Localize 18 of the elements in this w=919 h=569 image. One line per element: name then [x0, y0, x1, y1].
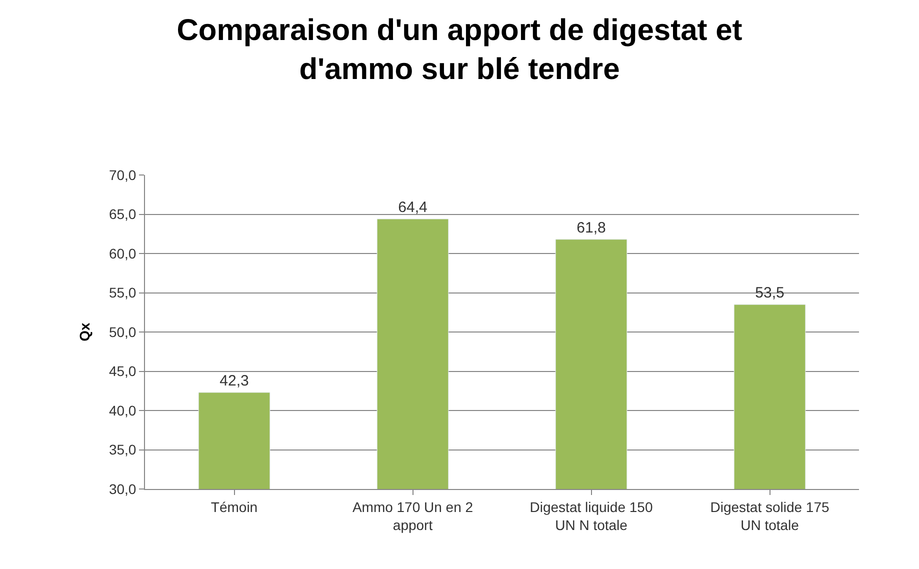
data-label: 64,4: [398, 198, 428, 216]
x-tick-label: Digestat liquide 150 UN N totale: [530, 498, 653, 533]
y-tick-label: 70,0: [108, 166, 136, 183]
y-tick-label: 45,0: [108, 363, 136, 380]
y-tick-label: 55,0: [108, 284, 136, 301]
chart-title: Comparaison d'un apport de digestat et d'ammo sur blé tendre: [176, 14, 742, 86]
y-tick-label: 30,0: [108, 480, 136, 497]
y-tick-label: 40,0: [108, 402, 136, 418]
data-label: 61,8: [576, 219, 606, 236]
x-tick-label: Ammo 170 Un en 2 apport: [352, 498, 474, 533]
y-axis-title: Qx: [76, 322, 93, 342]
y-tick-label: 60,0: [108, 245, 136, 262]
x-tick-label: Témoin: [210, 498, 258, 515]
y-tick-label: 50,0: [108, 324, 136, 340]
y-tick-label: 35,0: [108, 442, 136, 458]
x-tick-label: Digestat solide 175 UN totale: [710, 498, 830, 533]
y-tick-label: 65,0: [108, 206, 136, 222]
data-label: 42,3: [220, 372, 249, 390]
